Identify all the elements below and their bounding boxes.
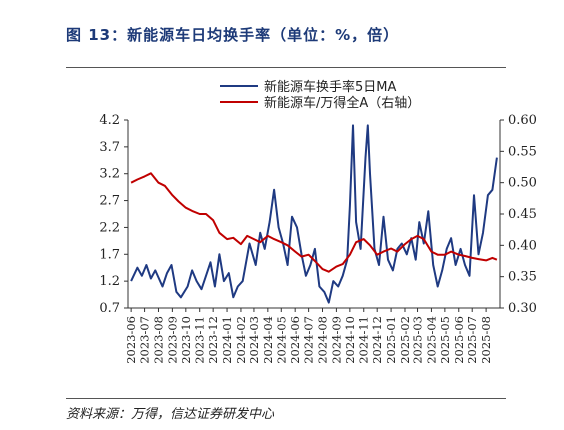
x-tick-label: 2024-11	[357, 316, 371, 364]
left-tick-label: 1.7	[99, 247, 120, 262]
x-tick-label: 2024-08	[316, 316, 330, 364]
top-rule	[66, 67, 506, 68]
x-tick-label: 2024-06	[288, 316, 302, 364]
x-tick-label: 2023-08	[151, 316, 165, 364]
left-tick-label: 2.7	[99, 194, 120, 209]
right-tick-label: 0.55	[508, 144, 537, 159]
left-tick-label: 1.2	[99, 274, 120, 289]
right-tick-label: 0.35	[508, 270, 537, 285]
x-tick-label: 2024-05	[274, 316, 288, 364]
x-tick-label: 2023-11	[193, 316, 207, 364]
left-tick-label: 4.2	[99, 113, 120, 128]
figure-title: 图 13：新能源车日均换手率（单位：%，倍）	[66, 26, 400, 44]
x-tick-label: 2025-07	[465, 316, 479, 364]
x-tick-label: 2024-07	[302, 316, 316, 364]
series-group	[130, 124, 498, 304]
series-line-turnover	[130, 124, 498, 304]
source-note: 资料来源：万得，信达证券研发中心	[66, 407, 275, 422]
x-tick-label: 2025-05	[438, 316, 452, 364]
legend-label-turnover: 新能源车换手率5日MA	[264, 79, 396, 95]
left-tick-label: 2.2	[99, 220, 120, 235]
left-tick-label: 3.7	[99, 140, 120, 155]
x-tick-label: 2025-01	[384, 316, 398, 364]
left-tick-label: 3.2	[99, 167, 120, 182]
x-tick-label: 2023-07	[138, 316, 152, 364]
x-tick-label: 2025-03	[411, 316, 425, 364]
x-tick-label: 2024-12	[370, 316, 384, 364]
right-tick-label: 0.45	[508, 207, 537, 222]
x-tick-label: 2025-06	[452, 316, 466, 364]
x-tick-label: 2023-10	[179, 316, 193, 364]
x-tick-label: 2024-04	[261, 316, 275, 364]
series-line-ratio	[130, 172, 498, 273]
x-tick-label: 2023-12	[206, 316, 220, 364]
left-tick-label: 0.7	[99, 301, 120, 316]
right-tick-label: 0.60	[508, 113, 537, 128]
right-tick-label: 0.50	[508, 176, 537, 191]
x-tick-label: 2025-02	[398, 316, 412, 364]
x-tick-label: 2025-08	[479, 316, 493, 364]
bottom-rule	[66, 398, 506, 399]
x-tick-label: 2024-02	[234, 316, 248, 364]
x-tick-label: 2024-09	[329, 316, 343, 364]
x-tick-label: 2024-01	[220, 316, 234, 364]
x-tick-label: 2023-06	[124, 316, 138, 364]
x-tick-label: 2025-04	[424, 316, 438, 364]
right-tick-label: 0.40	[508, 238, 537, 253]
x-tick-label: 2024-10	[343, 316, 357, 364]
right-tick-label: 0.30	[508, 301, 537, 316]
x-tick-label: 2024-03	[247, 316, 261, 364]
x-tick-label: 2023-09	[165, 316, 179, 364]
legend-label-ratio: 新能源车/万得全A（右轴）	[264, 95, 420, 111]
axes: 0.7 1.2 1.7 2.2 2.7 3.2 3.7 4.2 0.30 0.35 0.40 0.45…	[99, 113, 537, 364]
